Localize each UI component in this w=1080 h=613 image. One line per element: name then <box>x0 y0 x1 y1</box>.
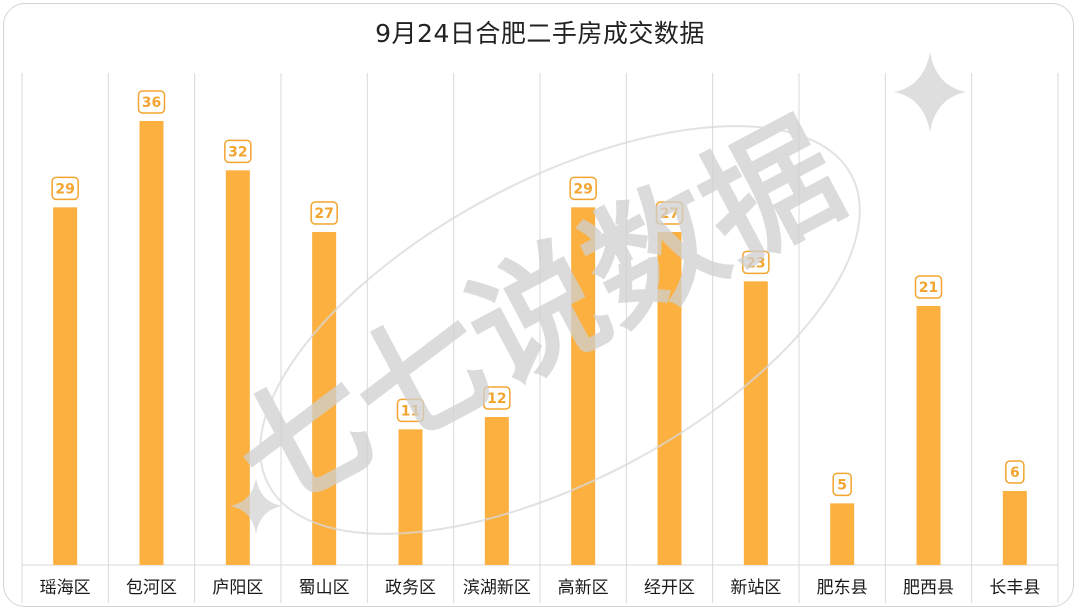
watermark-ellipse <box>259 125 861 535</box>
data-label: 29 <box>569 176 597 201</box>
x-tick-label: 新站区 <box>730 578 781 598</box>
data-label-box <box>569 176 597 201</box>
x-tick-label: 长丰县 <box>989 578 1040 598</box>
data-label: 27 <box>655 201 684 225</box>
data-label: 5 <box>832 472 852 497</box>
data-label-box <box>1005 460 1025 484</box>
bar <box>312 232 337 565</box>
data-label: 6 <box>1005 460 1025 484</box>
x-tick-label: 高新区 <box>558 578 609 598</box>
data-label: 12 <box>483 386 511 410</box>
data-label-text: 11 <box>401 403 420 419</box>
data-label-box <box>310 201 338 225</box>
x-tick-label: 蜀山区 <box>299 578 350 598</box>
data-label-text: 12 <box>487 391 506 407</box>
x-tick-labels: 瑶海区 包河区 庐阳区 蜀山区 政务区 滨湖新区 高新区 经开区 新站区 肥东县 肥西县 长丰县 <box>40 578 1041 598</box>
data-label: 36 <box>137 90 166 114</box>
watermark-sparkle-icon <box>894 52 966 132</box>
data-label: 23 <box>742 250 770 275</box>
bar <box>571 207 596 566</box>
bar <box>398 429 423 565</box>
data-label-text: 6 <box>1010 465 1020 481</box>
data-labels: 29 36 32 27 11 12 29 27 23 5 21 6 <box>51 90 1025 497</box>
data-label-box <box>914 275 943 299</box>
data-label-text: 36 <box>142 95 161 111</box>
data-label-text: 29 <box>55 181 74 197</box>
data-label-text: 29 <box>573 181 592 197</box>
data-label: 29 <box>51 176 79 201</box>
x-tick-label: 政务区 <box>385 578 436 598</box>
x-tick-label: 肥西县 <box>903 578 954 598</box>
bar <box>657 232 682 565</box>
bars <box>53 121 1027 566</box>
data-label: 32 <box>224 139 252 164</box>
data-label-box <box>396 398 425 423</box>
bar <box>53 207 78 566</box>
data-label: 27 <box>310 201 338 225</box>
bar <box>1002 491 1027 565</box>
bar <box>830 503 855 565</box>
data-label-box <box>137 90 166 114</box>
bar <box>139 121 164 565</box>
x-tick-label: 瑶海区 <box>40 578 91 598</box>
x-tick-label: 经开区 <box>644 578 695 598</box>
x-tick-label: 包河区 <box>126 578 177 598</box>
data-label-box <box>655 201 684 225</box>
data-label-text: 27 <box>314 206 333 222</box>
bar <box>916 306 941 565</box>
x-tick-label: 滨湖新区 <box>463 578 531 598</box>
chart-title: 9月24日合肥二手房成交数据 <box>375 19 705 48</box>
data-label-text: 27 <box>660 206 679 222</box>
data-label-text: 5 <box>837 477 847 493</box>
x-tick-label: 庐阳区 <box>212 578 263 598</box>
watermark-sparkle-small-icon <box>230 478 282 534</box>
chart-frame <box>3 3 1074 607</box>
data-label-box <box>832 472 852 497</box>
data-label: 21 <box>914 275 943 299</box>
bar <box>743 281 768 565</box>
data-label-text: 21 <box>919 280 938 296</box>
data-label-box <box>224 139 252 164</box>
data-label-box <box>51 176 79 201</box>
x-tick-label: 肥东县 <box>817 578 868 598</box>
grid-lines <box>21 73 1059 603</box>
data-label-text: 32 <box>228 144 247 160</box>
bar <box>484 417 509 565</box>
data-label-box <box>483 386 511 410</box>
data-label-text: 23 <box>746 255 765 271</box>
data-label-box <box>742 250 770 275</box>
data-label: 11 <box>396 398 425 423</box>
